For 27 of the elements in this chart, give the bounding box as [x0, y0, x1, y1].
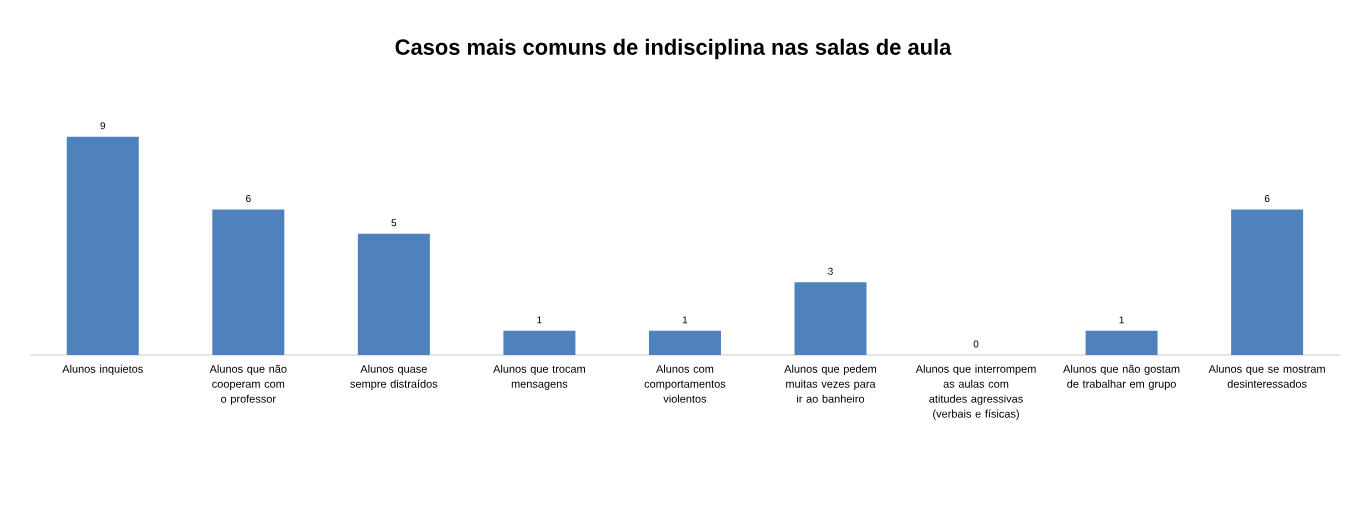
x-tick-label: Alunos que interrompem as aulas com atitudes agressivas (verbais e físicas) [915, 364, 1036, 420]
x-tick-label: Alunos inquietos [62, 364, 143, 375]
data-label: 6 [1264, 194, 1270, 203]
data-label: 6 [246, 194, 251, 203]
data-label: 1 [537, 316, 542, 324]
bar [66, 136, 139, 355]
x-tick-label: Alunos que se mostram desinteressados [1208, 364, 1325, 388]
chart-title: Casos mais comuns de indisciplina nas salas de aula [395, 38, 952, 60]
bar [503, 330, 576, 355]
x-tick-label: Alunos que não gostam de trabalhar em grupo [1063, 364, 1180, 390]
bar [648, 330, 721, 355]
bar [794, 282, 867, 355]
data-label: 1 [1119, 316, 1124, 324]
bar [1085, 330, 1158, 355]
x-tick-label: Alunos que trocam mensagens [493, 364, 585, 390]
data-label: 5 [391, 219, 397, 227]
x-tick-label: Alunos que não cooperam com o professor [209, 364, 287, 405]
x-tick-label: Alunos que pedem muitas vezes para ir ao banheiro [784, 364, 877, 403]
data-label: 3 [828, 267, 833, 275]
data-label: 9 [100, 122, 106, 130]
x-tick-label: Alunos com comportamentos violentos [644, 364, 726, 403]
bar [1231, 209, 1304, 355]
bar [357, 233, 430, 355]
data-label: 0 [973, 340, 979, 348]
data-label: 1 [682, 316, 688, 324]
x-tick-label: Alunos quase sempre distraídos [350, 364, 438, 390]
bar [212, 209, 285, 355]
